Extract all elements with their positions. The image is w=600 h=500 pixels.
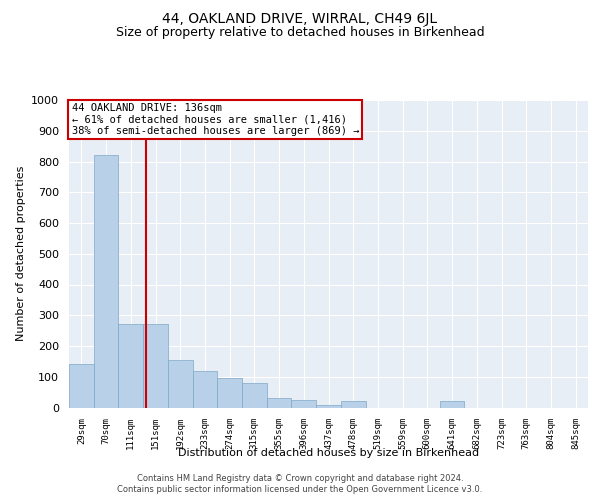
Bar (143, 324, 168, 407)
Y-axis label: Number of detached properties: Number of detached properties (16, 166, 26, 342)
Bar (168, 360, 193, 408)
Bar (292, 400, 316, 407)
Text: 44, OAKLAND DRIVE, WIRRAL, CH49 6JL: 44, OAKLAND DRIVE, WIRRAL, CH49 6JL (163, 12, 437, 26)
Text: Contains HM Land Registry data © Crown copyright and database right 2024.: Contains HM Land Registry data © Crown c… (137, 474, 463, 483)
Bar (69, 364, 94, 408)
Bar (94, 156, 118, 408)
Bar (242, 383, 267, 407)
Bar (316, 405, 341, 407)
Bar (193, 370, 217, 408)
Text: Contains public sector information licensed under the Open Government Licence v3: Contains public sector information licen… (118, 485, 482, 494)
Bar (217, 378, 242, 408)
Bar (440, 402, 464, 407)
Text: 44 OAKLAND DRIVE: 136sqm
← 61% of detached houses are smaller (1,416)
38% of sem: 44 OAKLAND DRIVE: 136sqm ← 61% of detach… (71, 103, 359, 136)
Bar (267, 398, 292, 407)
Text: Distribution of detached houses by size in Birkenhead: Distribution of detached houses by size … (178, 448, 479, 458)
Text: Size of property relative to detached houses in Birkenhead: Size of property relative to detached ho… (116, 26, 484, 39)
Bar (341, 402, 365, 407)
Bar (118, 324, 143, 407)
